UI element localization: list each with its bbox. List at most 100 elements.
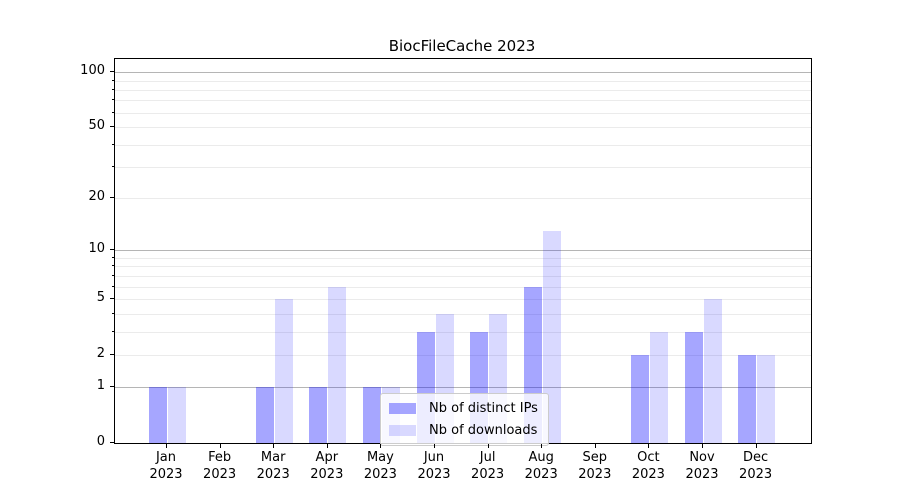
y-minor-tick-mark xyxy=(112,330,114,332)
x-tick-mark xyxy=(755,444,757,448)
y-tick-label: 10 xyxy=(88,241,105,257)
y-tick-mark xyxy=(110,126,114,128)
gridline-major xyxy=(115,72,811,74)
x-tick-label-line: 2023 xyxy=(739,467,773,482)
x-tick-label-line: 2023 xyxy=(149,467,183,482)
bar-distinct-ips xyxy=(362,387,381,443)
x-tick-mark xyxy=(487,444,489,448)
x-tick-label-line: Jul xyxy=(479,450,496,465)
y-tick-label: 5 xyxy=(96,290,105,306)
x-tick-label-line: Aug xyxy=(528,450,554,465)
gridline-minor xyxy=(115,89,811,91)
x-tick-label-line: 2023 xyxy=(578,467,612,482)
bar-distinct-ips xyxy=(148,387,167,443)
y-tick-mark xyxy=(110,249,114,251)
bar-distinct-ips xyxy=(630,354,649,443)
y-tick-mark xyxy=(110,298,114,300)
y-tick-mark xyxy=(110,386,114,388)
x-tick-label-line: 2023 xyxy=(417,467,451,482)
y-minor-tick-mark xyxy=(112,285,114,287)
y-minor-tick-mark xyxy=(112,312,114,314)
x-tick-label-line: Nov xyxy=(689,450,715,465)
x-tick-label: Apr 2023 xyxy=(299,449,355,483)
x-tick-label-line: 2023 xyxy=(631,467,665,482)
gridline-minor xyxy=(115,313,811,315)
gridline-minor xyxy=(115,275,811,277)
x-tick-mark xyxy=(541,444,543,448)
gridline-major xyxy=(115,250,811,252)
y-minor-tick-mark xyxy=(112,111,114,113)
x-tick-mark xyxy=(166,444,167,448)
x-tick-mark xyxy=(273,444,275,448)
gridline-minor xyxy=(115,167,811,169)
gridline-minor xyxy=(115,286,811,288)
x-tick-label: Feb 2023 xyxy=(192,449,248,483)
bar-downloads xyxy=(703,299,722,443)
x-tick-label: Jun 2023 xyxy=(406,449,462,483)
x-tick-label: Mar 2023 xyxy=(245,449,301,483)
bar-distinct-ips xyxy=(309,387,328,443)
y-tick-label: 100 xyxy=(80,63,105,79)
y-minor-tick-mark xyxy=(112,99,114,101)
y-tick-label: 50 xyxy=(88,118,105,134)
bar-distinct-ips xyxy=(255,387,274,443)
gridline-minor xyxy=(115,100,811,102)
gridline-minor xyxy=(115,80,811,82)
x-tick-label-line: 2023 xyxy=(203,467,237,482)
x-tick-label-line: Apr xyxy=(315,450,339,465)
y-tick-mark xyxy=(110,353,114,355)
x-tick-label-line: Sep xyxy=(582,450,608,465)
x-tick-label: Oct 2023 xyxy=(620,449,676,483)
y-tick-mark xyxy=(110,197,114,199)
y-minor-tick-mark xyxy=(112,79,114,81)
x-tick-mark xyxy=(380,444,382,448)
legend-label: Nb of distinct IPs xyxy=(429,401,538,416)
y-tick-label: 20 xyxy=(88,189,105,205)
y-minor-tick-mark xyxy=(112,143,114,145)
x-tick-label-line: Jun xyxy=(423,450,445,465)
legend-swatch-downloads xyxy=(389,425,416,436)
x-tick-label: Jan 2023 xyxy=(138,449,194,483)
plot-area: Nb of distinct IPs Nb of downloads xyxy=(114,58,812,446)
bar-distinct-ips xyxy=(738,354,757,443)
bar-downloads xyxy=(757,354,776,443)
y-tick-label: 1 xyxy=(96,378,105,394)
x-tick-label-line: 2023 xyxy=(256,467,290,482)
gridline-minor xyxy=(115,331,811,333)
bar-downloads xyxy=(328,286,347,443)
x-tick-mark xyxy=(434,444,435,448)
y-tick-label: 0 xyxy=(96,434,105,449)
legend-item: Nb of downloads xyxy=(389,421,538,440)
chart-title: BiocFileCache 2023 xyxy=(388,37,536,55)
x-tick-label: Nov 2023 xyxy=(674,449,730,483)
x-tick-mark xyxy=(702,444,703,448)
x-tick-label-line: Jan xyxy=(155,450,177,465)
legend-item: Nb of distinct IPs xyxy=(389,399,538,418)
gridline-major xyxy=(115,387,811,389)
x-tick-label-line: May xyxy=(366,450,394,465)
legend: Nb of distinct IPs Nb of downloads xyxy=(380,393,549,446)
gridline-minor xyxy=(115,127,811,129)
x-tick-label: May 2023 xyxy=(352,449,408,483)
x-tick-label-line: 2023 xyxy=(685,467,719,482)
x-tick-label-line: 2023 xyxy=(524,467,558,482)
y-tick-label: 2 xyxy=(96,345,105,361)
bar-downloads xyxy=(274,299,293,443)
x-tick-mark xyxy=(326,444,328,448)
y-minor-tick-mark xyxy=(112,88,114,90)
x-tick-mark xyxy=(648,444,650,448)
bar-downloads xyxy=(542,230,561,443)
gridline-minor xyxy=(115,354,811,356)
x-tick-label: Jul 2023 xyxy=(460,449,516,483)
bar-downloads xyxy=(167,387,186,443)
x-tick-label-line: 2023 xyxy=(471,467,505,482)
y-minor-tick-mark xyxy=(112,256,114,258)
legend-swatch-distinct-ips xyxy=(389,403,416,414)
x-tick-label-line: 2023 xyxy=(363,467,397,482)
x-tick-label-line: Dec xyxy=(743,450,769,465)
x-tick-label: Aug 2023 xyxy=(513,449,569,483)
gridline-minor xyxy=(115,257,811,259)
x-tick-label-line: Mar xyxy=(260,450,286,465)
x-tick-label-line: Feb xyxy=(208,450,232,465)
